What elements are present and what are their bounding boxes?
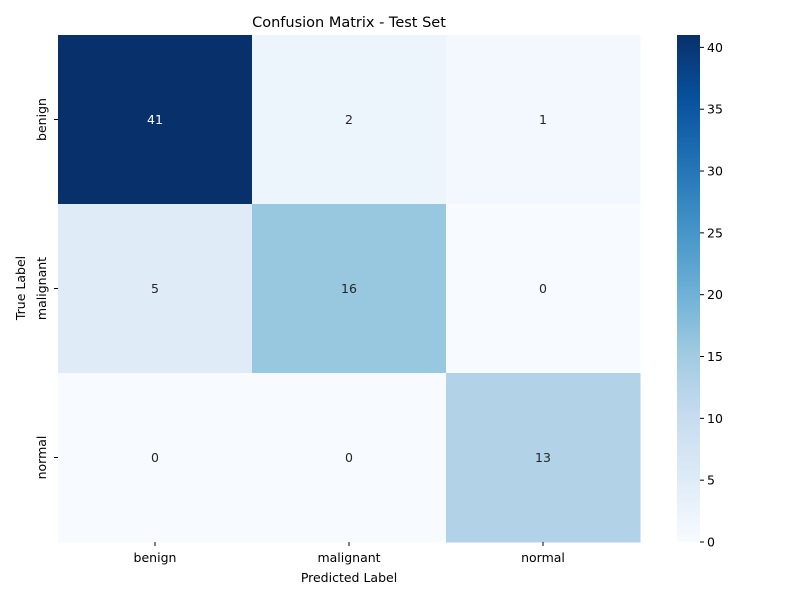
colorbar-tick-label: 25	[707, 225, 723, 240]
colorbar-tick-label: 30	[707, 164, 723, 179]
x-tick-label-malignant: malignant	[317, 550, 380, 565]
heatmap-cell-benign-normal	[446, 35, 641, 205]
cell-value-label: 2	[345, 112, 353, 127]
heatmap-cell-malignant-benign	[58, 204, 253, 374]
colorbar-tick-label: 40	[707, 40, 723, 55]
colorbar-tick-label: 5	[707, 473, 715, 488]
cell-value-label: 0	[151, 450, 159, 465]
heatmap: 41 2 1 5 16 0 0 0 13	[58, 35, 641, 543]
x-tick-label-normal: normal	[521, 550, 565, 565]
cell-value-label: 5	[151, 281, 159, 296]
colorbar-tick-label: 35	[707, 102, 723, 117]
heatmap-cell-malignant-normal	[446, 204, 641, 374]
y-axis-ticks: benign malignant normal	[34, 98, 58, 479]
y-tick-label-benign: benign	[34, 98, 49, 141]
cell-value-label: 1	[539, 112, 547, 127]
cell-value-label: 41	[147, 112, 163, 127]
y-tick-label-normal: normal	[34, 436, 49, 480]
heatmap-cell-normal-normal	[446, 373, 641, 543]
colorbar-gradient	[677, 35, 700, 542]
colorbar-tick-label: 10	[707, 411, 723, 426]
colorbar: 0 5 10 15 20 25 30 35 40	[677, 35, 723, 550]
cell-value-label: 16	[341, 281, 357, 296]
cell-value-label: 0	[539, 281, 547, 296]
cell-value-label: 0	[345, 450, 353, 465]
cell-value-label: 13	[535, 450, 551, 465]
chart-title: Confusion Matrix - Test Set	[252, 15, 446, 31]
colorbar-tick-label: 20	[707, 287, 723, 302]
heatmap-cell-normal-benign	[58, 373, 253, 543]
y-tick-label-malignant: malignant	[34, 257, 49, 320]
x-tick-label-benign: benign	[134, 550, 177, 565]
colorbar-tick-label: 15	[707, 349, 723, 364]
colorbar-tick-label: 0	[707, 535, 715, 550]
x-axis-label: Predicted Label	[301, 570, 397, 585]
heatmap-cell-normal-malignant	[252, 373, 447, 543]
x-axis-ticks: benign malignant normal	[134, 542, 565, 565]
y-axis-label: True Label	[13, 256, 28, 321]
heatmap-cell-benign-benign	[58, 35, 253, 205]
heatmap-cell-malignant-malignant	[252, 204, 447, 374]
heatmap-cell-benign-malignant	[252, 35, 447, 205]
